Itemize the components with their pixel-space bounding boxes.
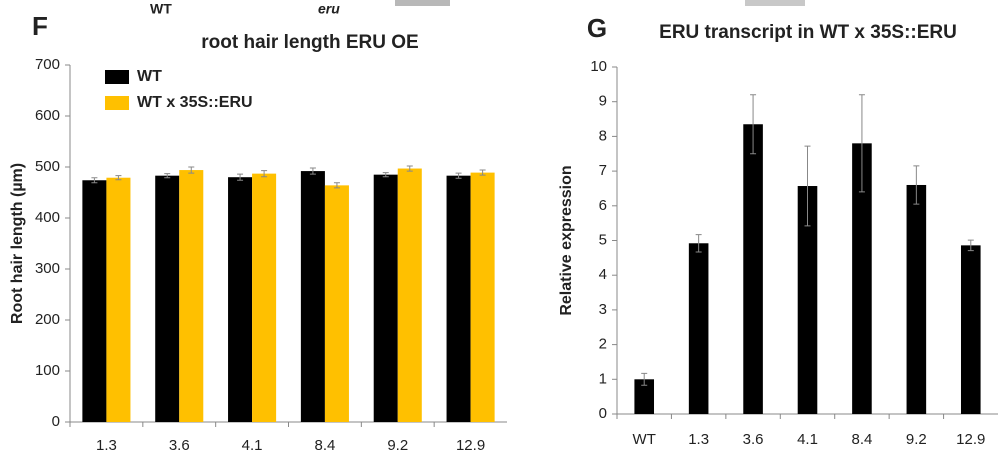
y-tick-label: 100 (35, 362, 60, 379)
y-tick-label: 10 (590, 58, 607, 75)
bar (374, 175, 398, 422)
photo-fragment (395, 0, 450, 6)
bar (106, 178, 130, 422)
panel-label: F (32, 11, 48, 41)
y-tick-label: 7 (599, 162, 607, 179)
x-tick-label: 9.2 (387, 437, 408, 454)
bar (743, 124, 763, 414)
legend-swatch (105, 70, 129, 84)
bar (398, 169, 422, 422)
y-tick-label: 0 (52, 413, 60, 430)
x-tick-label: 4.1 (797, 431, 818, 448)
y-tick-label: 8 (599, 127, 607, 144)
legend-swatch (105, 96, 129, 110)
fragment-label: eru (318, 1, 340, 17)
bar (82, 180, 106, 422)
x-tick-label: 8.4 (851, 431, 872, 448)
y-axis-label: Root hair length (µm) (9, 163, 26, 324)
figure: WT eru Froot hair length ERU OE Root hair… (0, 0, 998, 455)
bar (907, 185, 927, 414)
x-tick-label: 12.9 (956, 431, 985, 448)
chart-title: root hair length ERU OE (201, 32, 418, 53)
x-tick-label: 1.3 (688, 431, 709, 448)
y-tick-label: 1 (599, 370, 607, 387)
bar (301, 171, 325, 422)
fragment-label: WT (150, 1, 172, 17)
bar (961, 245, 981, 414)
x-tick-label: 9.2 (906, 431, 927, 448)
photo-fragment (745, 0, 805, 6)
y-tick-label: 5 (599, 231, 607, 248)
panel-label: G (587, 13, 607, 43)
y-tick-label: 500 (35, 158, 60, 175)
y-axis-label: Relative expression (558, 165, 575, 315)
x-tick-label: 3.6 (743, 431, 764, 448)
bar (689, 243, 709, 414)
y-tick-label: 600 (35, 107, 60, 124)
y-tick-label: 300 (35, 260, 60, 277)
x-tick-label: 4.1 (242, 437, 263, 454)
chart-title: ERU transcript in WT x 35S::ERU (659, 22, 957, 43)
bar (471, 173, 495, 422)
y-tick-label: 200 (35, 311, 60, 328)
legend-label: WT (137, 68, 162, 85)
x-tick-label: 1.3 (96, 437, 117, 454)
bar (447, 176, 471, 422)
y-tick-label: 700 (35, 56, 60, 73)
bar (325, 185, 349, 422)
y-tick-label: 9 (599, 93, 607, 110)
y-tick-label: 0 (599, 405, 607, 422)
y-tick-label: 3 (599, 301, 607, 318)
y-tick-label: 6 (599, 197, 607, 214)
x-tick-label: 3.6 (169, 437, 190, 454)
y-tick-label: 4 (599, 266, 607, 283)
y-tick-label: 2 (599, 336, 607, 353)
x-tick-label: 12.9 (456, 437, 485, 454)
x-tick-label: 8.4 (314, 437, 335, 454)
x-tick-label: WT (633, 431, 656, 448)
bar (252, 174, 276, 422)
bar (228, 177, 252, 422)
bar (155, 176, 179, 422)
legend-label: WT x 35S::ERU (137, 94, 253, 111)
y-tick-label: 400 (35, 209, 60, 226)
bar (179, 170, 203, 422)
